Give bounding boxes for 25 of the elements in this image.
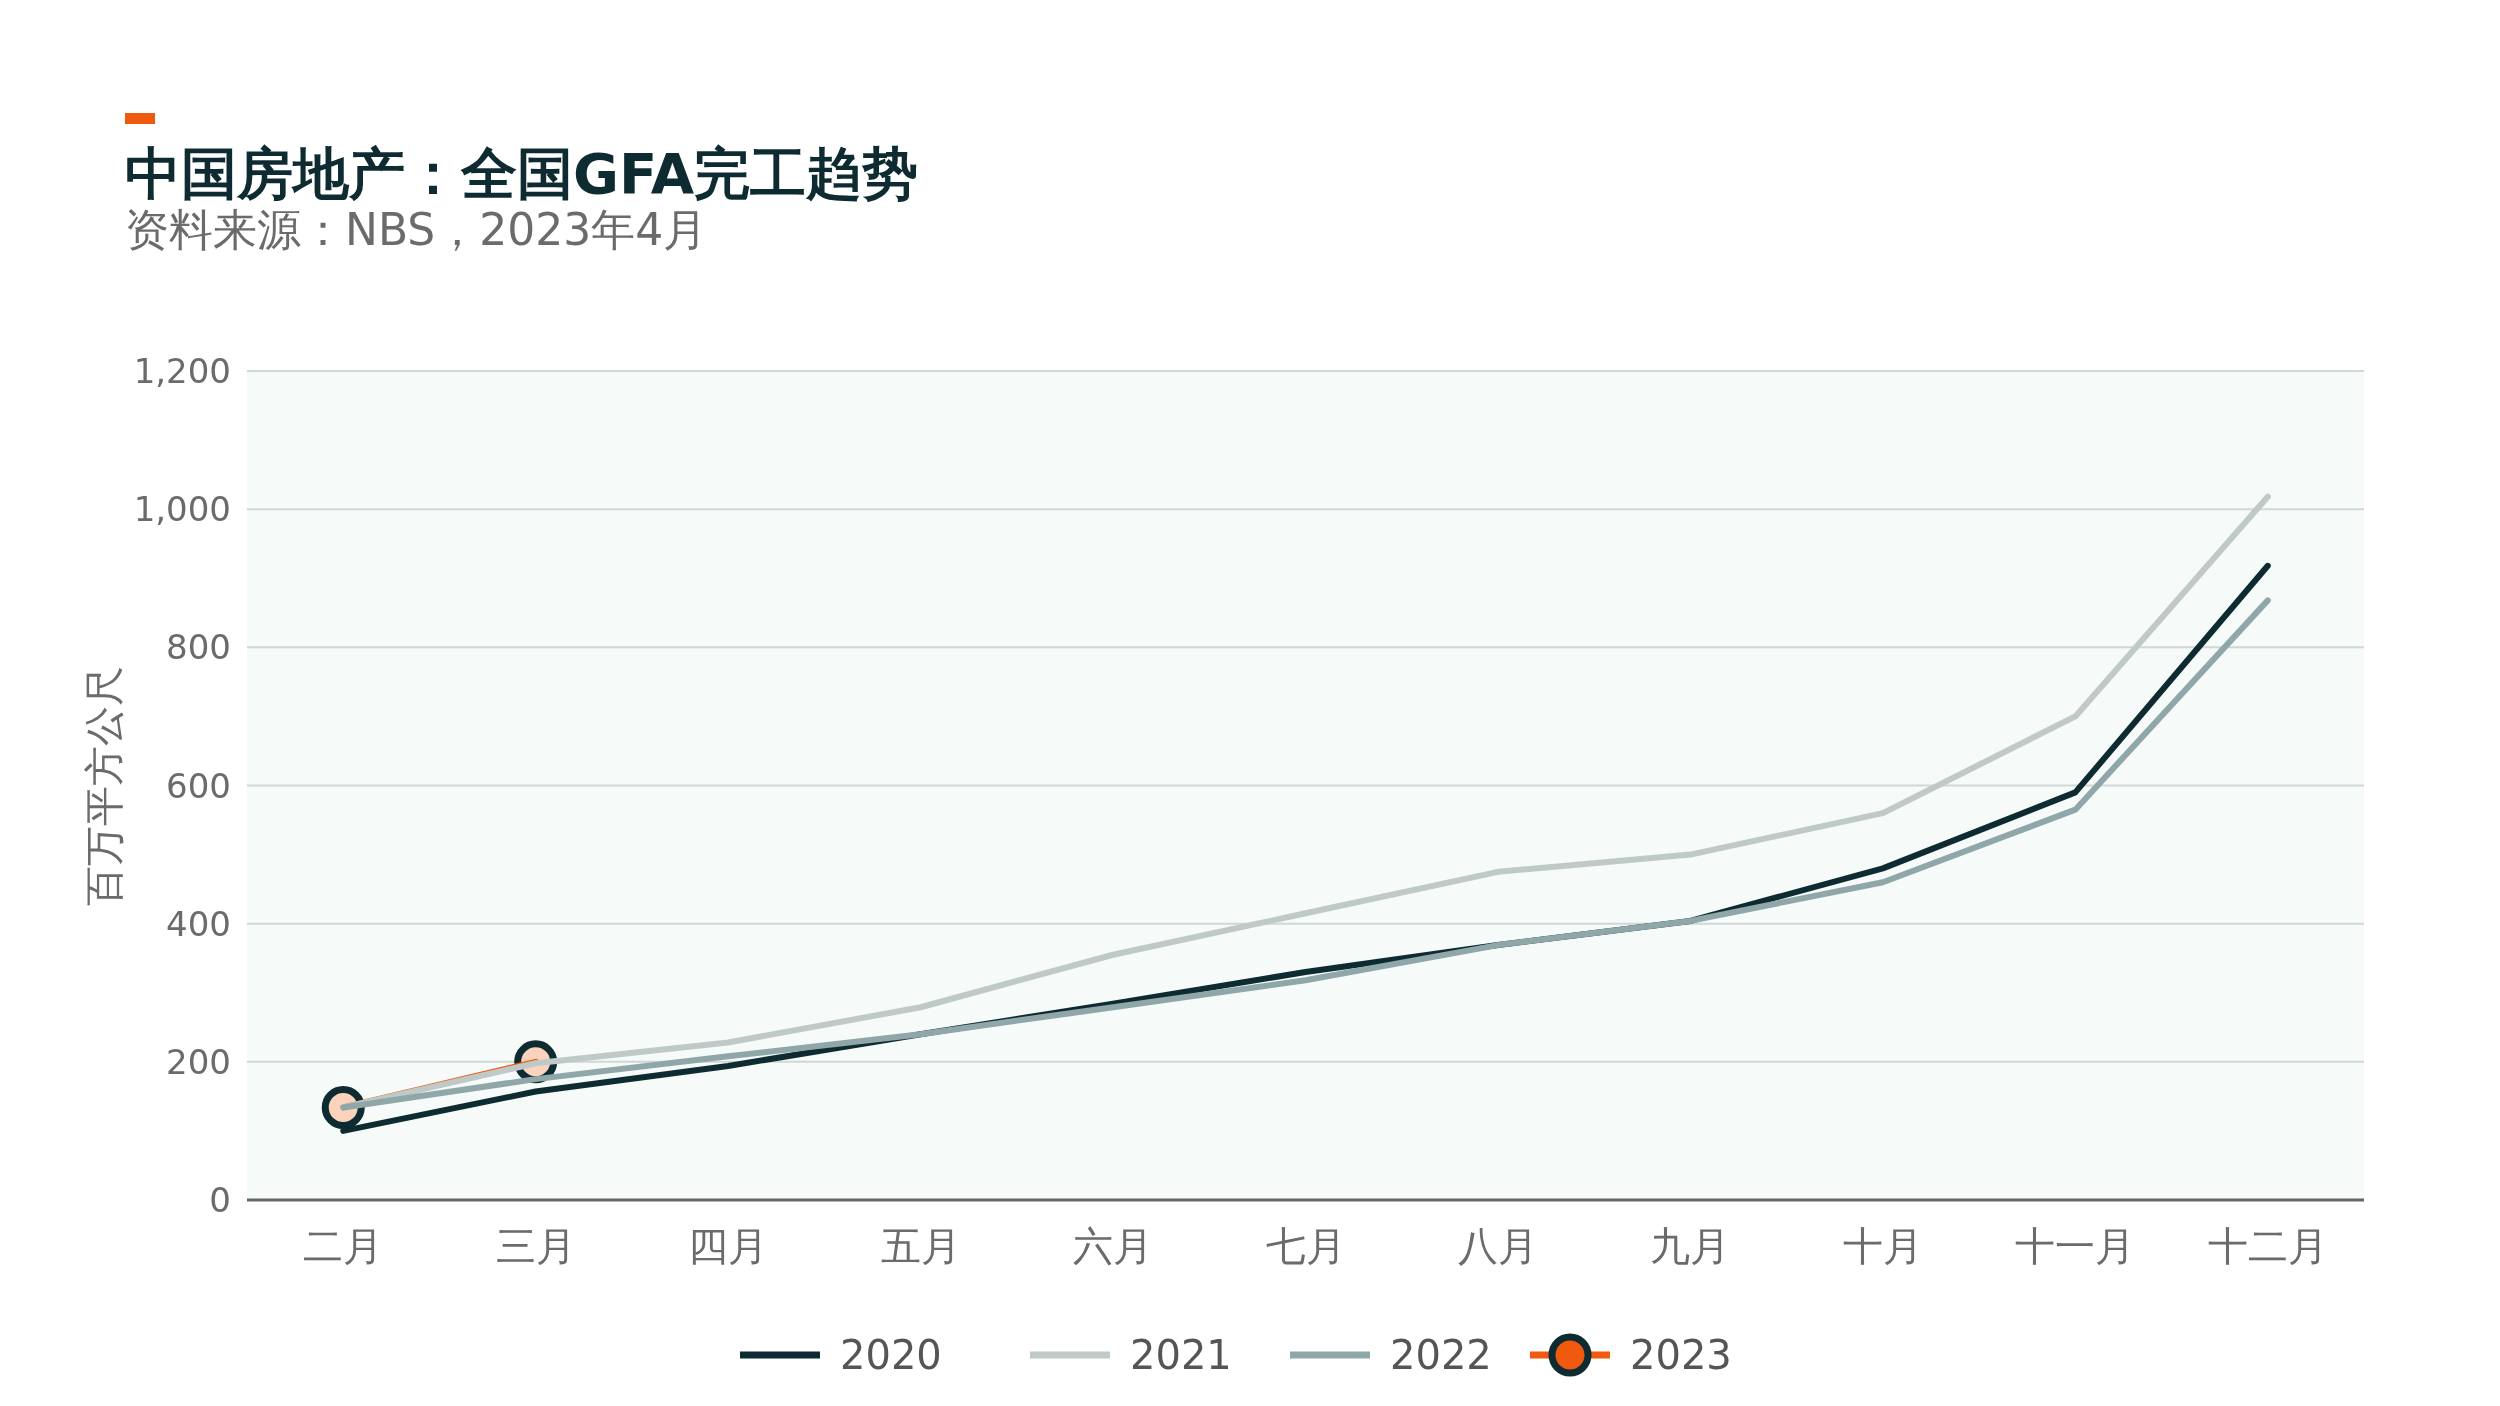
y-tick-label: 400 <box>166 903 231 944</box>
x-tick-label: 五月 <box>880 1223 961 1269</box>
x-tick-label: 六月 <box>1073 1223 1154 1269</box>
x-tick-label: 十月 <box>1842 1223 1923 1269</box>
legend-label: 2020 <box>840 1332 942 1378</box>
y-tick-label: 800 <box>166 627 231 668</box>
x-tick-label: 十一月 <box>2015 1223 2136 1269</box>
x-tick-label: 九月 <box>1650 1223 1731 1269</box>
legend-label: 2022 <box>1390 1332 1492 1378</box>
legend-label: 2021 <box>1130 1332 1232 1378</box>
y-tick-label: 600 <box>166 765 231 806</box>
legend-label: 2023 <box>1630 1332 1732 1378</box>
x-tick-label: 七月 <box>1265 1223 1346 1269</box>
y-tick-label: 0 <box>209 1180 231 1220</box>
y-axis-title: 百万平方公尺 <box>81 665 127 906</box>
chart-subtitle: 资料来源：NBS，2023年4月 <box>125 204 708 255</box>
x-tick-label: 二月 <box>303 1223 384 1269</box>
x-tick-label: 十二月 <box>2207 1223 2328 1269</box>
x-tick-label: 八月 <box>1457 1223 1538 1269</box>
x-tick-label: 三月 <box>495 1223 576 1269</box>
y-tick-label: 1,000 <box>133 489 231 530</box>
y-tick-label: 200 <box>166 1041 231 1082</box>
x-tick-label: 四月 <box>688 1223 769 1269</box>
y-tick-label: 1,200 <box>133 351 231 391</box>
chart-title: 中国房地产：全国GFA完工趋势 <box>125 141 919 206</box>
